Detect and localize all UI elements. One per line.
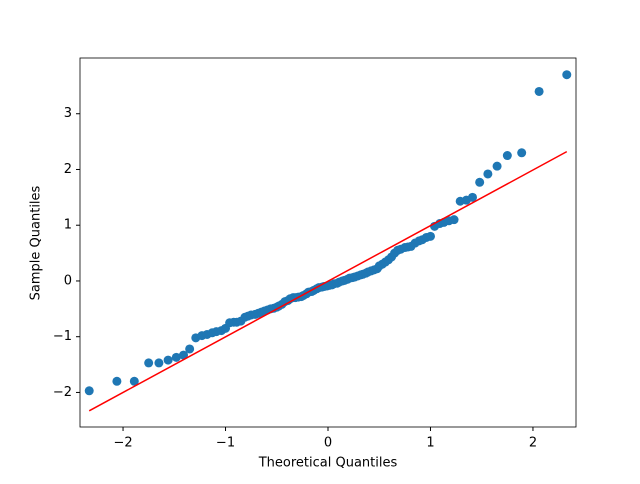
point bbox=[129, 376, 139, 386]
point bbox=[185, 344, 195, 354]
x-tick-label: 2 bbox=[529, 436, 537, 451]
y-axis-label: Sample Quantiles bbox=[29, 185, 44, 300]
point bbox=[425, 231, 435, 241]
y-tick-label: 0 bbox=[64, 273, 72, 288]
point bbox=[562, 70, 572, 80]
point bbox=[179, 350, 189, 360]
point bbox=[171, 352, 181, 362]
point bbox=[492, 161, 502, 171]
point bbox=[517, 148, 527, 158]
x-tick-label: 0 bbox=[324, 436, 332, 451]
fit-line bbox=[88, 150, 568, 412]
point bbox=[84, 386, 94, 396]
point bbox=[502, 151, 512, 161]
y-tick-label: 2 bbox=[64, 162, 72, 177]
y-tick-label: 3 bbox=[64, 106, 72, 121]
point bbox=[112, 376, 122, 386]
y-tick-label: −2 bbox=[53, 385, 72, 400]
x-tick-label: −2 bbox=[113, 436, 132, 451]
x-axis-label: Theoretical Quantiles bbox=[258, 456, 398, 471]
point bbox=[449, 215, 459, 225]
y-tick-label: −1 bbox=[53, 329, 72, 344]
point bbox=[144, 358, 154, 368]
point bbox=[467, 192, 477, 202]
point bbox=[163, 355, 173, 365]
plot-frame bbox=[79, 57, 577, 428]
point bbox=[154, 358, 164, 368]
point bbox=[475, 177, 485, 187]
point bbox=[483, 169, 493, 179]
x-tick-label: 1 bbox=[426, 436, 434, 451]
x-tick-label: −1 bbox=[216, 436, 235, 451]
y-tick-label: 1 bbox=[64, 218, 72, 233]
point bbox=[534, 86, 544, 96]
